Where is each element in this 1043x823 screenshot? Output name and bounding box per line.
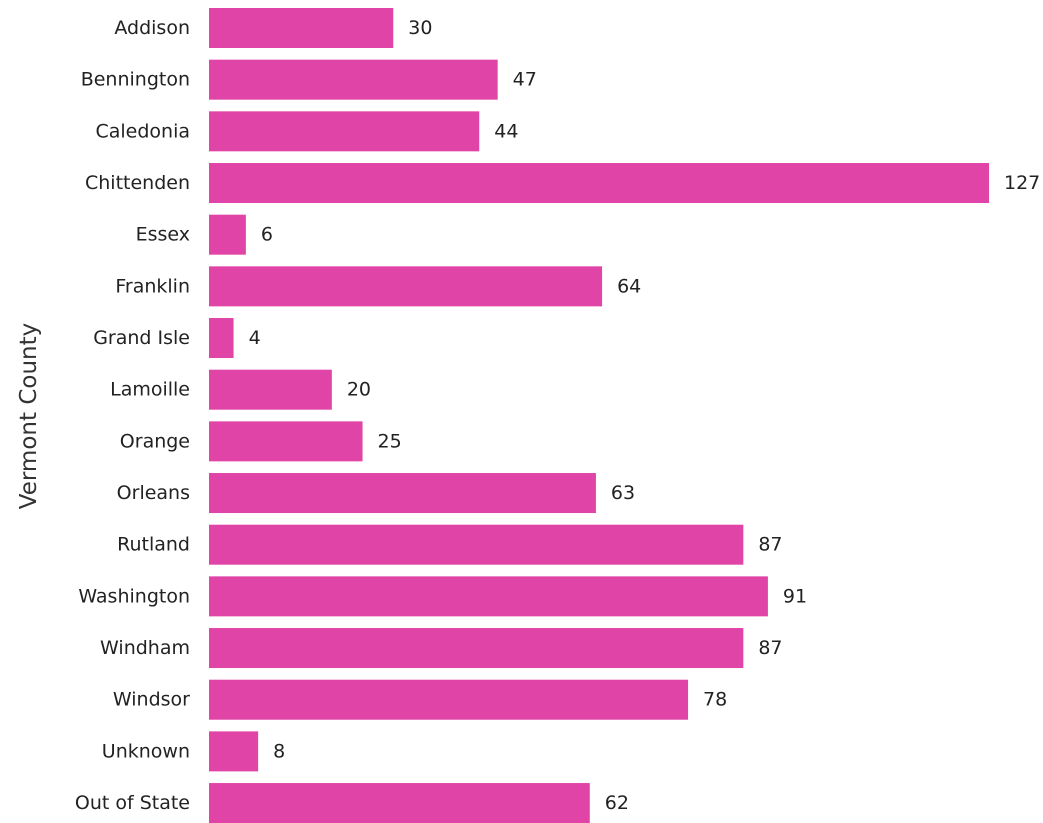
category-label-caledonia: Caledonia [95,120,190,142]
category-label-chittenden: Chittenden [85,172,190,194]
category-label-grand-isle: Grand Isle [93,327,190,349]
value-label-caledonia: 44 [494,120,518,142]
bar-caledonia [209,111,480,152]
bar-grand-isle [209,318,234,359]
value-label-essex: 6 [261,224,273,246]
value-label-windsor: 78 [703,689,727,711]
value-label-rutland: 87 [758,534,782,556]
bars-layer [209,8,989,823]
category-label-franklin: Franklin [115,275,190,297]
category-label-bennington: Bennington [81,69,190,91]
bar-out-of-state [209,783,590,823]
value-label-grand-isle: 4 [249,327,261,349]
value-label-windham: 87 [758,637,782,659]
category-label-windham: Windham [100,637,190,659]
value-label-orleans: 63 [611,482,635,504]
category-label-washington: Washington [78,585,190,607]
value-label-out-of-state: 62 [605,792,629,814]
category-label-lamoille: Lamoille [110,379,190,401]
value-label-bennington: 47 [513,69,537,91]
category-label-out-of-state: Out of State [75,792,190,814]
bar-rutland [209,524,744,565]
category-label-rutland: Rutland [117,534,190,556]
y-axis-title: Vermont County [16,323,42,509]
category-label-unknown: Unknown [102,740,190,762]
category-label-addison: Addison [114,17,190,39]
value-labels: 30 47 44 127 6 64 4 20 25 63 87 91 87 78 8 62 [249,17,1041,814]
value-label-chittenden: 127 [1004,172,1040,194]
value-label-washington: 91 [783,585,807,607]
value-label-lamoille: 20 [347,379,371,401]
bar-franklin [209,266,603,307]
bar-windham [209,628,744,669]
bar-chittenden [209,163,989,204]
bar-unknown [209,731,259,772]
value-label-franklin: 64 [617,275,641,297]
bar-windsor [209,679,689,720]
value-label-orange: 25 [378,430,402,452]
category-label-orange: Orange [120,430,190,452]
bar-washington [209,576,768,617]
bar-bennington [209,59,498,100]
bar-addison [209,8,394,48]
category-labels: Addison Bennington Caledonia Chittenden Esse… [75,17,190,814]
bar-lamoille [209,369,332,410]
category-label-orleans: Orleans [117,482,190,504]
value-label-unknown: 8 [273,740,285,762]
value-label-addison: 30 [408,17,432,39]
category-label-essex: Essex [136,224,190,246]
category-label-windsor: Windsor [113,689,190,711]
bar-orange [209,421,363,462]
bar-essex [209,214,246,255]
bar-orleans [209,473,596,514]
